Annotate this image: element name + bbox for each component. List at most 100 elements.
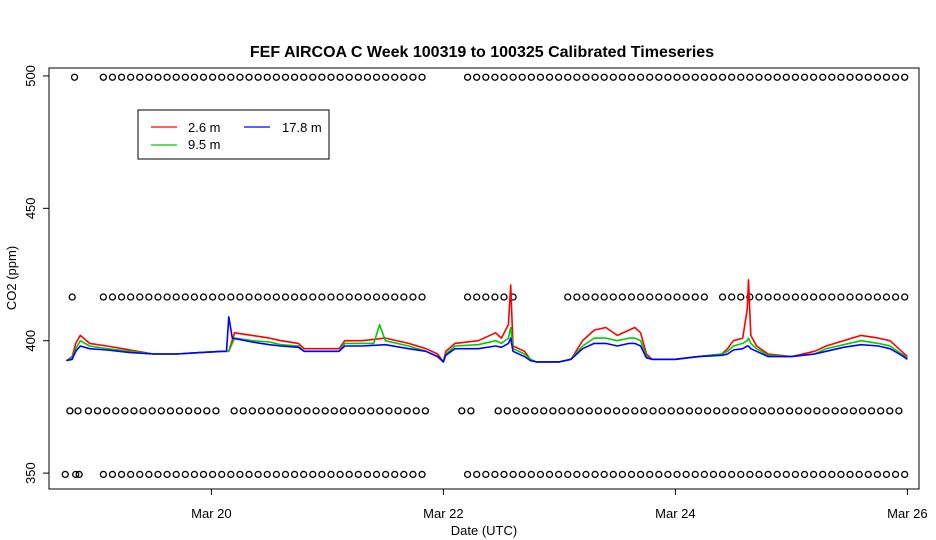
- reference-marker: [99, 293, 107, 301]
- reference-marker: [400, 470, 408, 479]
- reference-marker: [755, 470, 763, 479]
- reference-marker: [66, 407, 74, 415]
- reference-marker: [764, 470, 772, 479]
- reference-marker: [655, 293, 663, 301]
- reference-marker: [354, 470, 362, 479]
- reference-marker: [363, 470, 372, 479]
- legend-label-17-8m: 17.8 m: [282, 120, 322, 135]
- reference-marker: [99, 470, 107, 479]
- reference-marker: [901, 470, 909, 479]
- reference-marker: [127, 293, 135, 301]
- reference-marker: [68, 293, 76, 301]
- reference-marker: [545, 73, 554, 81]
- reference-marker: [172, 293, 180, 301]
- reference-marker: [849, 407, 857, 415]
- y-axis-label: CO2 (ppm): [4, 246, 19, 310]
- reference-marker: [154, 470, 162, 479]
- reference-marker: [491, 293, 499, 301]
- reference-marker: [864, 73, 872, 81]
- reference-marker: [300, 293, 308, 301]
- reference-marker: [603, 407, 612, 415]
- reference-marker: [108, 73, 117, 81]
- reference-marker: [655, 73, 663, 81]
- reference-marker: [281, 293, 290, 301]
- series-lines: [65, 279, 908, 363]
- reference-marker: [877, 407, 885, 415]
- reference-marker: [309, 293, 317, 301]
- reference-marker: [855, 470, 863, 479]
- x-tick-label: Mar 24: [655, 506, 695, 521]
- reference-marker: [117, 293, 126, 301]
- reference-marker: [700, 470, 708, 479]
- reference-marker: [791, 73, 800, 81]
- reference-marker: [72, 470, 80, 479]
- reference-marker: [199, 73, 208, 81]
- reference-marker: [163, 293, 171, 301]
- reference-marker: [236, 73, 244, 81]
- reference-marker: [609, 73, 617, 81]
- reference-marker: [418, 470, 426, 479]
- reference-marker: [718, 73, 727, 81]
- reference-marker: [127, 470, 135, 479]
- reference-marker: [418, 73, 426, 81]
- reference-marker: [154, 293, 162, 301]
- reference-marker: [582, 73, 590, 81]
- reference-marker: [330, 407, 338, 415]
- reference-marker: [800, 293, 809, 301]
- reference-marker: [500, 470, 508, 479]
- reference-marker: [482, 470, 490, 479]
- reference-marker: [336, 73, 344, 81]
- reference-marker: [139, 407, 147, 415]
- reference-marker: [181, 470, 189, 479]
- reference-marker: [93, 407, 102, 415]
- reference-marker: [758, 407, 766, 415]
- reference-marker: [591, 293, 599, 301]
- reference-marker: [385, 407, 393, 415]
- reference-marker: [381, 73, 390, 81]
- reference-marker: [649, 407, 657, 415]
- reference-marker: [819, 293, 827, 301]
- reference-marker: [600, 73, 608, 81]
- reference-marker: [755, 73, 763, 81]
- reference-marker: [175, 407, 184, 415]
- reference-marker: [74, 407, 82, 415]
- reference-marker: [463, 73, 472, 81]
- reference-marker: [130, 407, 138, 415]
- reference-marker: [381, 293, 390, 301]
- reference-marker: [791, 470, 800, 479]
- reference-marker: [664, 73, 672, 81]
- reference-marker: [582, 470, 590, 479]
- reference-marker: [691, 73, 699, 81]
- legend-label-9-5m: 9.5 m: [188, 137, 221, 152]
- reference-marker: [257, 407, 266, 415]
- reference-marker: [391, 470, 399, 479]
- reference-marker: [421, 407, 430, 415]
- reference-marker: [713, 407, 721, 415]
- reference-marker: [558, 407, 566, 415]
- reference-marker: [785, 407, 794, 415]
- reference-marker: [172, 73, 180, 81]
- reference-marker: [208, 470, 217, 479]
- reference-marker: [281, 470, 290, 479]
- reference-marker: [136, 73, 144, 81]
- reference-marker: [245, 293, 253, 301]
- reference-marker: [117, 73, 126, 81]
- reference-marker: [612, 407, 621, 415]
- reference-marker: [263, 293, 271, 301]
- reference-marker: [263, 470, 271, 479]
- reference-marker: [473, 73, 481, 81]
- reference-marker: [372, 470, 381, 479]
- reference-marker: [509, 73, 517, 81]
- reference-marker: [627, 73, 636, 81]
- reference-marker: [367, 407, 375, 415]
- reference-marker: [194, 407, 202, 415]
- y-tick-label: 450: [23, 197, 38, 219]
- reference-marker: [354, 293, 362, 301]
- reference-marker: [212, 407, 220, 415]
- reference-marker: [746, 73, 754, 81]
- reference-marker: [627, 470, 636, 479]
- reference-marker: [622, 407, 630, 415]
- reference-marker: [381, 470, 390, 479]
- reference-marker: [731, 407, 739, 415]
- reference-marker: [473, 470, 481, 479]
